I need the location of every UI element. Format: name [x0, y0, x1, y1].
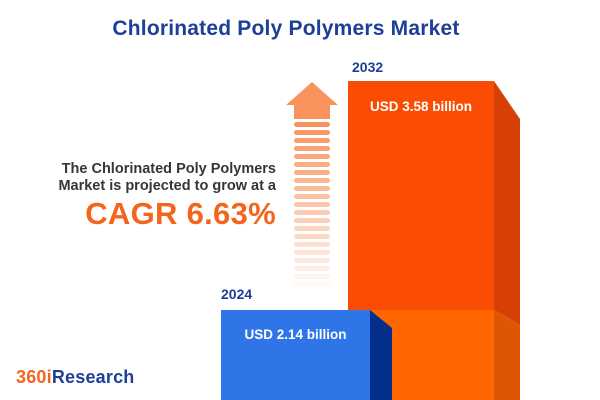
growth-arrow-dash — [294, 226, 330, 231]
logo-prefix: 360i — [16, 367, 52, 387]
growth-arrow-icon — [286, 82, 338, 290]
insight-line-1: The Chlorinated Poly Polymers — [61, 161, 276, 177]
growth-arrow-dash — [294, 162, 330, 167]
growth-arrow-dash — [294, 274, 330, 279]
bar-2024-side — [370, 310, 392, 400]
growth-arrow-dash — [294, 234, 330, 239]
growth-arrow-dash — [294, 170, 330, 175]
growth-arrow-dash — [294, 250, 330, 255]
bar-2032-side-lower — [494, 310, 520, 400]
growth-arrow-dash — [294, 210, 330, 215]
growth-arrow-dash — [294, 122, 330, 127]
insight-text: The Chlorinated Poly Polymers Market is … — [30, 161, 276, 230]
value-label-2032: USD 3.58 billion — [369, 99, 473, 114]
growth-arrow-dashes — [294, 122, 338, 287]
growth-arrow-neck — [294, 105, 330, 119]
logo-360iresearch: 360iResearch — [16, 367, 135, 388]
growth-arrow-dash — [294, 146, 330, 151]
growth-arrow-dash — [294, 178, 330, 183]
year-label-2024: 2024 — [221, 286, 253, 302]
growth-arrow-dash — [294, 282, 330, 287]
growth-arrow-head — [286, 82, 338, 105]
growth-arrow-dash — [294, 202, 330, 207]
growth-arrow-dash — [294, 266, 330, 271]
growth-arrow-dash — [294, 138, 330, 143]
year-label-2032: 2032 — [352, 59, 384, 75]
logo-suffix: Research — [51, 367, 135, 387]
bar-2032-side-upper — [494, 81, 520, 325]
bar-2032-front-upper — [348, 81, 494, 310]
page-title: Chlorinated Poly Polymers Market — [112, 17, 460, 40]
bar-2024-front — [221, 310, 370, 400]
growth-arrow-dash — [294, 258, 330, 263]
growth-arrow-dash — [294, 242, 330, 247]
growth-arrow-dash — [294, 130, 330, 135]
insight-line-2: Market is projected to grow at a — [58, 178, 276, 194]
growth-arrow-dash — [294, 194, 330, 199]
cagr-value: CAGR 6.63% — [85, 196, 276, 231]
growth-arrow-dash — [294, 186, 330, 191]
growth-arrow-dash — [294, 154, 330, 159]
value-label-2024: USD 2.14 billion — [244, 327, 347, 342]
growth-arrow-dash — [294, 218, 330, 223]
